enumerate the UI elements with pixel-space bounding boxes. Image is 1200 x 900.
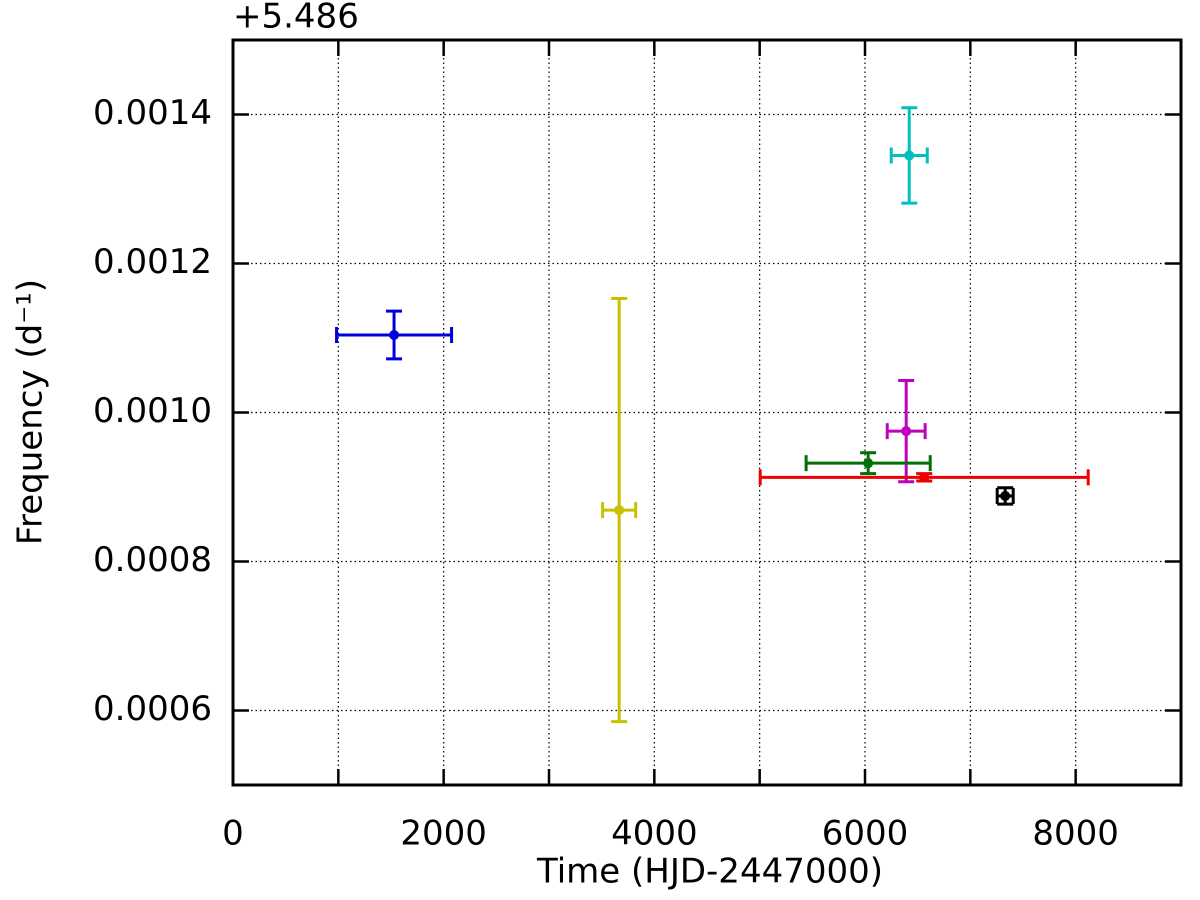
- y-tick-label: 0.0006: [93, 689, 212, 729]
- data-point: [904, 150, 915, 161]
- data-point: [901, 426, 912, 437]
- data-point: [614, 505, 625, 516]
- x-tick-label: 6000: [822, 814, 909, 854]
- offset-text: +5.486: [233, 0, 359, 37]
- plot-frame: [231, 38, 1183, 787]
- x-tick-label: 0: [222, 814, 244, 854]
- x-tick-label: 8000: [1032, 814, 1119, 854]
- y-tick-label: 0.0010: [93, 391, 212, 431]
- x-axis-label: Time (HJD-2447000): [536, 852, 883, 892]
- y-tick-label: 0.0014: [93, 93, 212, 133]
- x-tick-label: 4000: [611, 814, 698, 854]
- x-tick-label: 2000: [400, 814, 487, 854]
- data-point: [919, 472, 930, 483]
- y-tick-label: 0.0012: [93, 242, 212, 282]
- data-point: [389, 330, 400, 341]
- data-point: [1000, 490, 1011, 501]
- data-point: [863, 458, 874, 469]
- y-axis-label: Frequency (d⁻¹): [11, 279, 51, 545]
- y-tick-label: 0.0008: [93, 540, 212, 580]
